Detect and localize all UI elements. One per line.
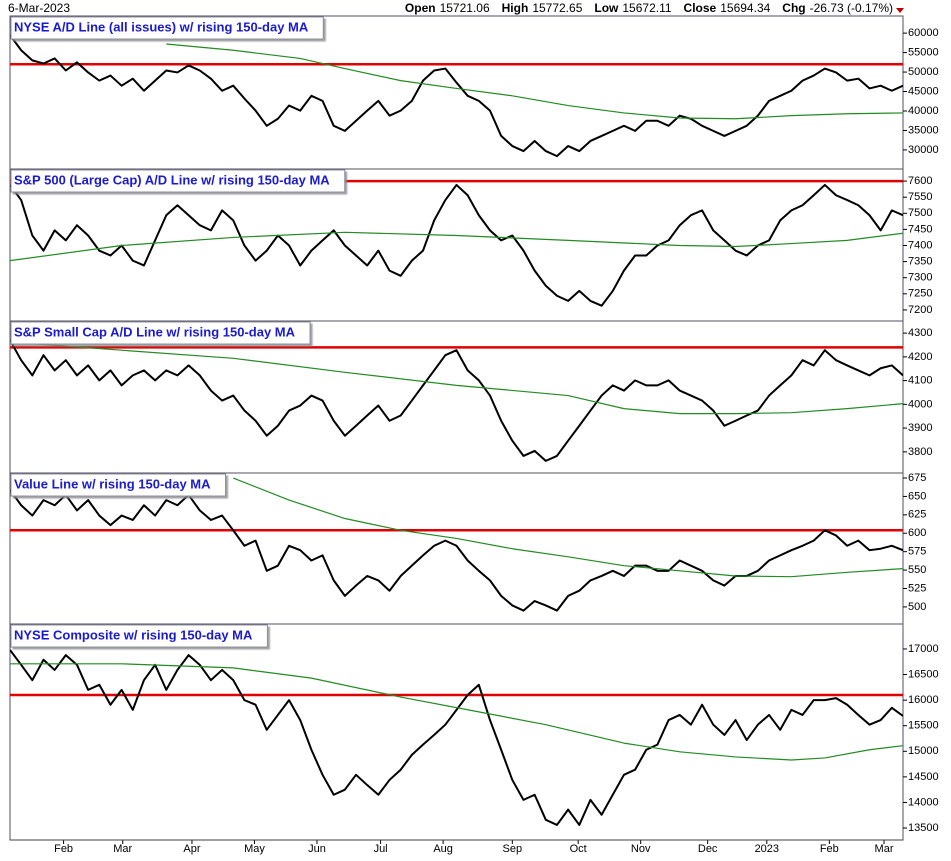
panel: 7200 7250 7300 7350 7400 7450 7500 7550 7600 S&P … [9, 168, 932, 322]
y-tick-label: 50000 [908, 66, 939, 78]
y-tick-label: 7450 [908, 223, 932, 235]
plot-frame [9, 15, 904, 170]
price-line [10, 489, 903, 612]
x-tick-label: Nov [631, 843, 651, 855]
y-tick-label: 4100 [908, 375, 932, 387]
price-line [10, 339, 903, 462]
x-tick-label: Oct [570, 843, 587, 855]
y-tick-label: 4200 [908, 351, 932, 363]
price-line [10, 183, 903, 307]
panel-title: NYSE Composite w/ rising 150-day MA [14, 627, 253, 642]
quote-label: High [502, 1, 529, 15]
y-tick-label: 15500 [908, 720, 939, 732]
y-tick-label: 14500 [908, 771, 939, 783]
y-tick-label: 500 [908, 601, 926, 613]
y-tick-label: 17000 [908, 643, 939, 655]
y-tick-label: 7550 [908, 191, 932, 203]
y-tick-label: 7600 [908, 175, 932, 187]
y-tick-label: 550 [908, 564, 926, 576]
y-tick-label: 575 [908, 546, 926, 558]
y-tick-label: 600 [908, 527, 926, 539]
moving-average-line [166, 43, 903, 120]
x-tick-label: Aug [433, 843, 453, 855]
plot-frame [9, 472, 904, 625]
panel-title: S&P Small Cap A/D Line w/ rising 150-day… [14, 324, 296, 339]
y-tick-label: 7200 [908, 304, 932, 316]
panel-title-box [10, 473, 227, 497]
y-tick-label: 7350 [908, 256, 932, 268]
x-tick-label: Jul [374, 843, 388, 855]
y-tick-label: 35000 [908, 124, 939, 136]
moving-average-line [10, 663, 903, 761]
panel-title-box [10, 16, 324, 40]
y-tick-label: 7300 [908, 272, 932, 284]
y-tick-label: 15000 [908, 745, 939, 757]
x-tick-label: Feb [54, 843, 73, 855]
panel: 13500 14000 14500 15000 15500 16000 16500 17000… [9, 623, 939, 855]
y-tick-label: 16000 [908, 694, 939, 706]
panel-title-box [10, 321, 311, 345]
x-tick-label: Feb [820, 843, 839, 855]
y-tick-label: 4000 [908, 398, 932, 410]
panel-title: NYSE A/D Line (all issues) w/ rising 150… [14, 19, 309, 34]
panel-title-box [10, 624, 268, 648]
x-tick-label: Mar [875, 843, 894, 855]
plot-frame [9, 623, 904, 841]
y-tick-label: 7250 [908, 288, 932, 300]
x-tick-label: Dec [698, 843, 718, 855]
price-line [10, 649, 903, 826]
y-tick-label: 3900 [908, 422, 932, 434]
down-arrow [896, 8, 904, 13]
y-tick-label: 7500 [908, 207, 932, 219]
y-tick-label: 7400 [908, 239, 932, 251]
y-tick-label: 650 [908, 490, 926, 502]
y-tick-label: 30000 [908, 144, 939, 156]
quote-value: 15672.11 [622, 1, 671, 15]
quote-label: Chg [782, 1, 805, 15]
x-tick-label: 2023 [755, 843, 779, 855]
panel: 30000 35000 40000 45000 50000 55000 60000 NYSE … [9, 15, 939, 170]
panel: 500 525 550 575 600 625 650 675 Value Line w/ ri… [9, 472, 926, 625]
y-tick-label: 16500 [908, 668, 939, 680]
x-tick-label: Sep [503, 843, 523, 855]
quote-label: Open [405, 1, 436, 15]
quote-value: 15694.34 [720, 1, 770, 15]
quote-label: Close [684, 1, 717, 15]
chart-date: 6-Mar-2023 [8, 1, 70, 15]
panel-title-box [10, 169, 346, 193]
y-tick-label: 40000 [908, 105, 939, 117]
y-tick-label: 14000 [908, 796, 939, 808]
y-tick-label: 625 [908, 509, 926, 521]
y-tick-label: 525 [908, 582, 926, 594]
panel-title: S&P 500 (Large Cap) A/D Line w/ rising 1… [14, 172, 330, 187]
quote-value: 15772.65 [532, 1, 582, 15]
y-tick-label: 45000 [908, 85, 939, 97]
x-tick-label: Apr [183, 843, 200, 855]
quote-value: 15721.06 [440, 1, 490, 15]
y-tick-label: 3800 [908, 446, 932, 458]
panel-title: Value Line w/ rising 150-day MA [14, 476, 211, 491]
price-line [10, 34, 903, 158]
y-tick-label: 13500 [908, 822, 939, 834]
panel: 3800 3900 4000 4100 4200 4300 S&P Small Cap A/… [9, 320, 932, 474]
panels: 30000 35000 40000 45000 50000 55000 60000 NYSE … [9, 15, 939, 855]
moving-average-line [10, 341, 903, 415]
moving-average-line [10, 231, 903, 262]
y-tick-label: 55000 [908, 47, 939, 59]
quote-value: -26.73 (-0.17%) [810, 1, 893, 15]
y-tick-label: 675 [908, 472, 926, 484]
y-tick-label: 4300 [908, 327, 932, 339]
x-tick-label: May [244, 843, 265, 855]
x-tick-label: Jun [308, 843, 326, 855]
quote-label: Low [594, 1, 619, 15]
moving-average-line [233, 477, 903, 578]
y-tick-label: 60000 [908, 27, 939, 39]
x-tick-label: Mar [113, 843, 132, 855]
